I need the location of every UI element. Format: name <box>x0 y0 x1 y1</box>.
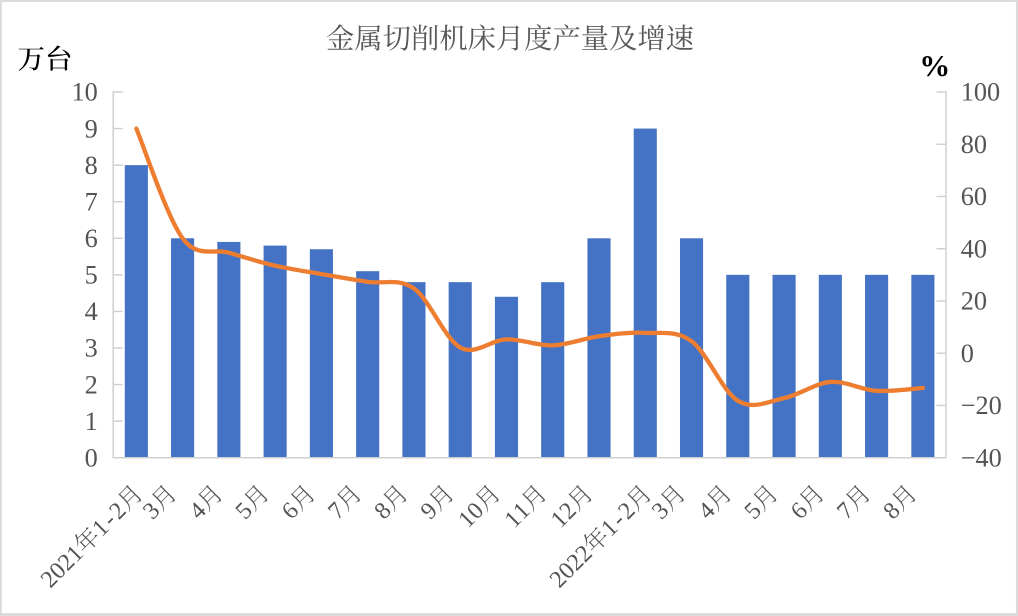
svg-text:20: 20 <box>961 287 987 316</box>
svg-text:3: 3 <box>85 334 98 363</box>
svg-text:−20: −20 <box>961 391 1002 420</box>
svg-text:5: 5 <box>85 261 98 290</box>
svg-text:40: 40 <box>961 234 987 263</box>
svg-text:10: 10 <box>72 78 98 107</box>
svg-text:0: 0 <box>961 339 974 368</box>
svg-text:%: % <box>919 48 950 83</box>
svg-text:1: 1 <box>85 407 98 436</box>
svg-text:4: 4 <box>85 297 98 326</box>
svg-text:8: 8 <box>85 151 98 180</box>
svg-text:0: 0 <box>85 443 98 472</box>
svg-text:80: 80 <box>961 130 987 159</box>
svg-text:−40: −40 <box>961 443 1002 472</box>
svg-text:6: 6 <box>85 224 98 253</box>
svg-text:2: 2 <box>85 370 98 399</box>
svg-text:100: 100 <box>961 78 1000 107</box>
svg-text:9: 9 <box>85 114 98 143</box>
svg-text:60: 60 <box>961 182 987 211</box>
svg-text:7: 7 <box>85 187 98 216</box>
